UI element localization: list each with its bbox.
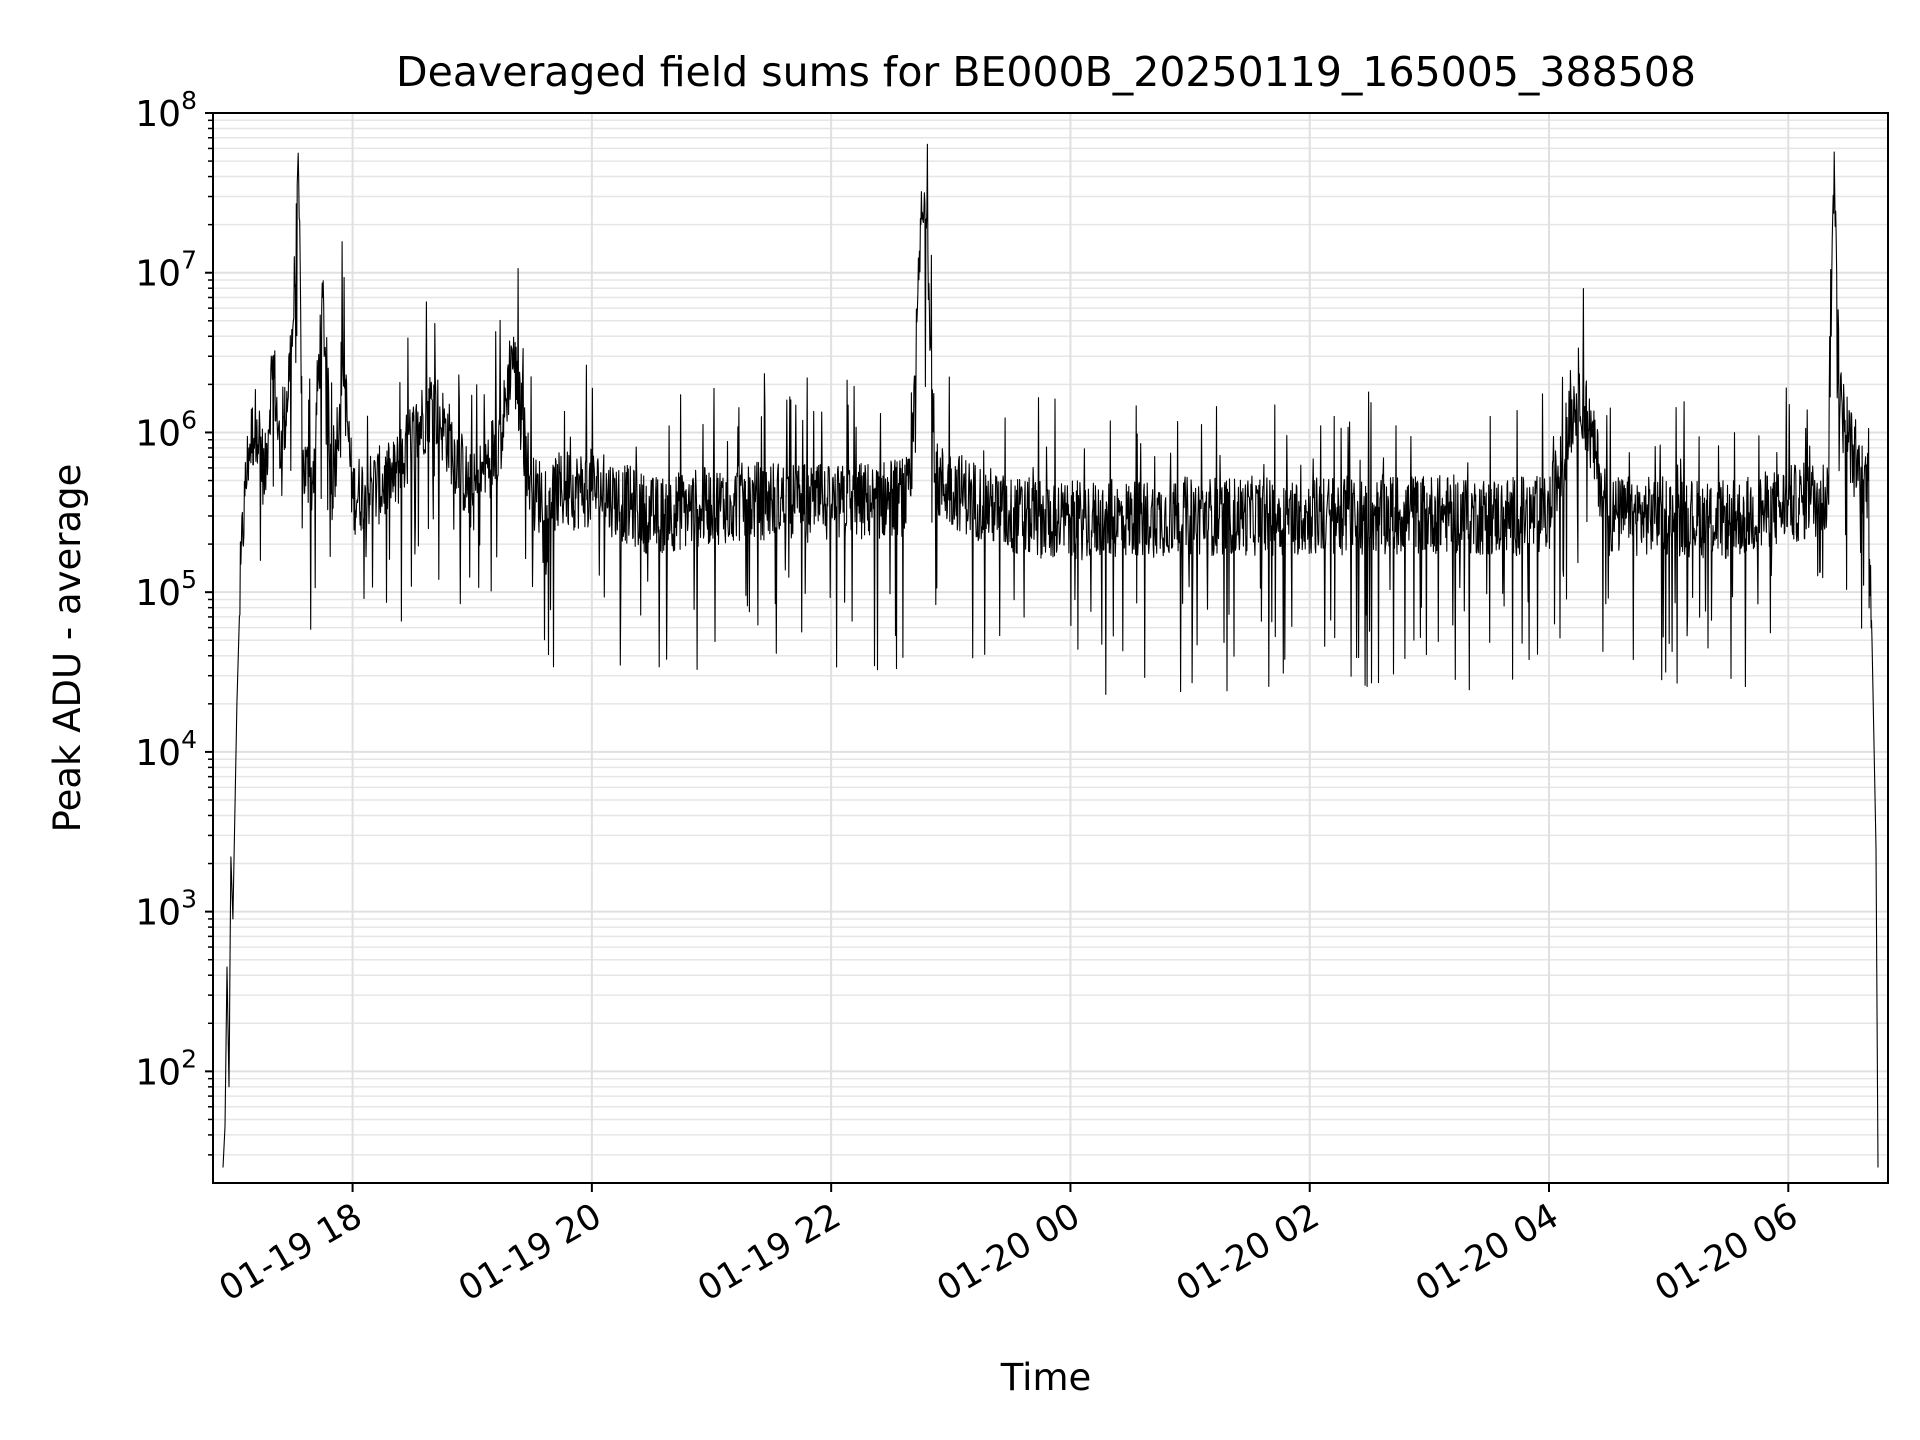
x-axis-label: Time <box>1000 1356 1092 1399</box>
y-tick-label: 105 <box>135 565 197 614</box>
y-axis-label: Peak ADU - average <box>46 464 89 833</box>
chart-title: Deaveraged field sums for BE000B_2025011… <box>396 48 1696 96</box>
y-tick-label: 104 <box>135 725 197 774</box>
y-tick-label: 108 <box>135 86 197 135</box>
series-line <box>222 143 1879 1168</box>
y-tick-label: 107 <box>135 246 197 295</box>
y-tick-label: 103 <box>135 885 197 934</box>
minor-grid <box>213 119 1888 1156</box>
plot-frame <box>212 112 1889 1184</box>
y-axis: 102 103 104 105 106 107 108 <box>135 86 213 1156</box>
y-tick-label: 102 <box>135 1044 197 1093</box>
y-tick-label: 106 <box>135 405 197 454</box>
